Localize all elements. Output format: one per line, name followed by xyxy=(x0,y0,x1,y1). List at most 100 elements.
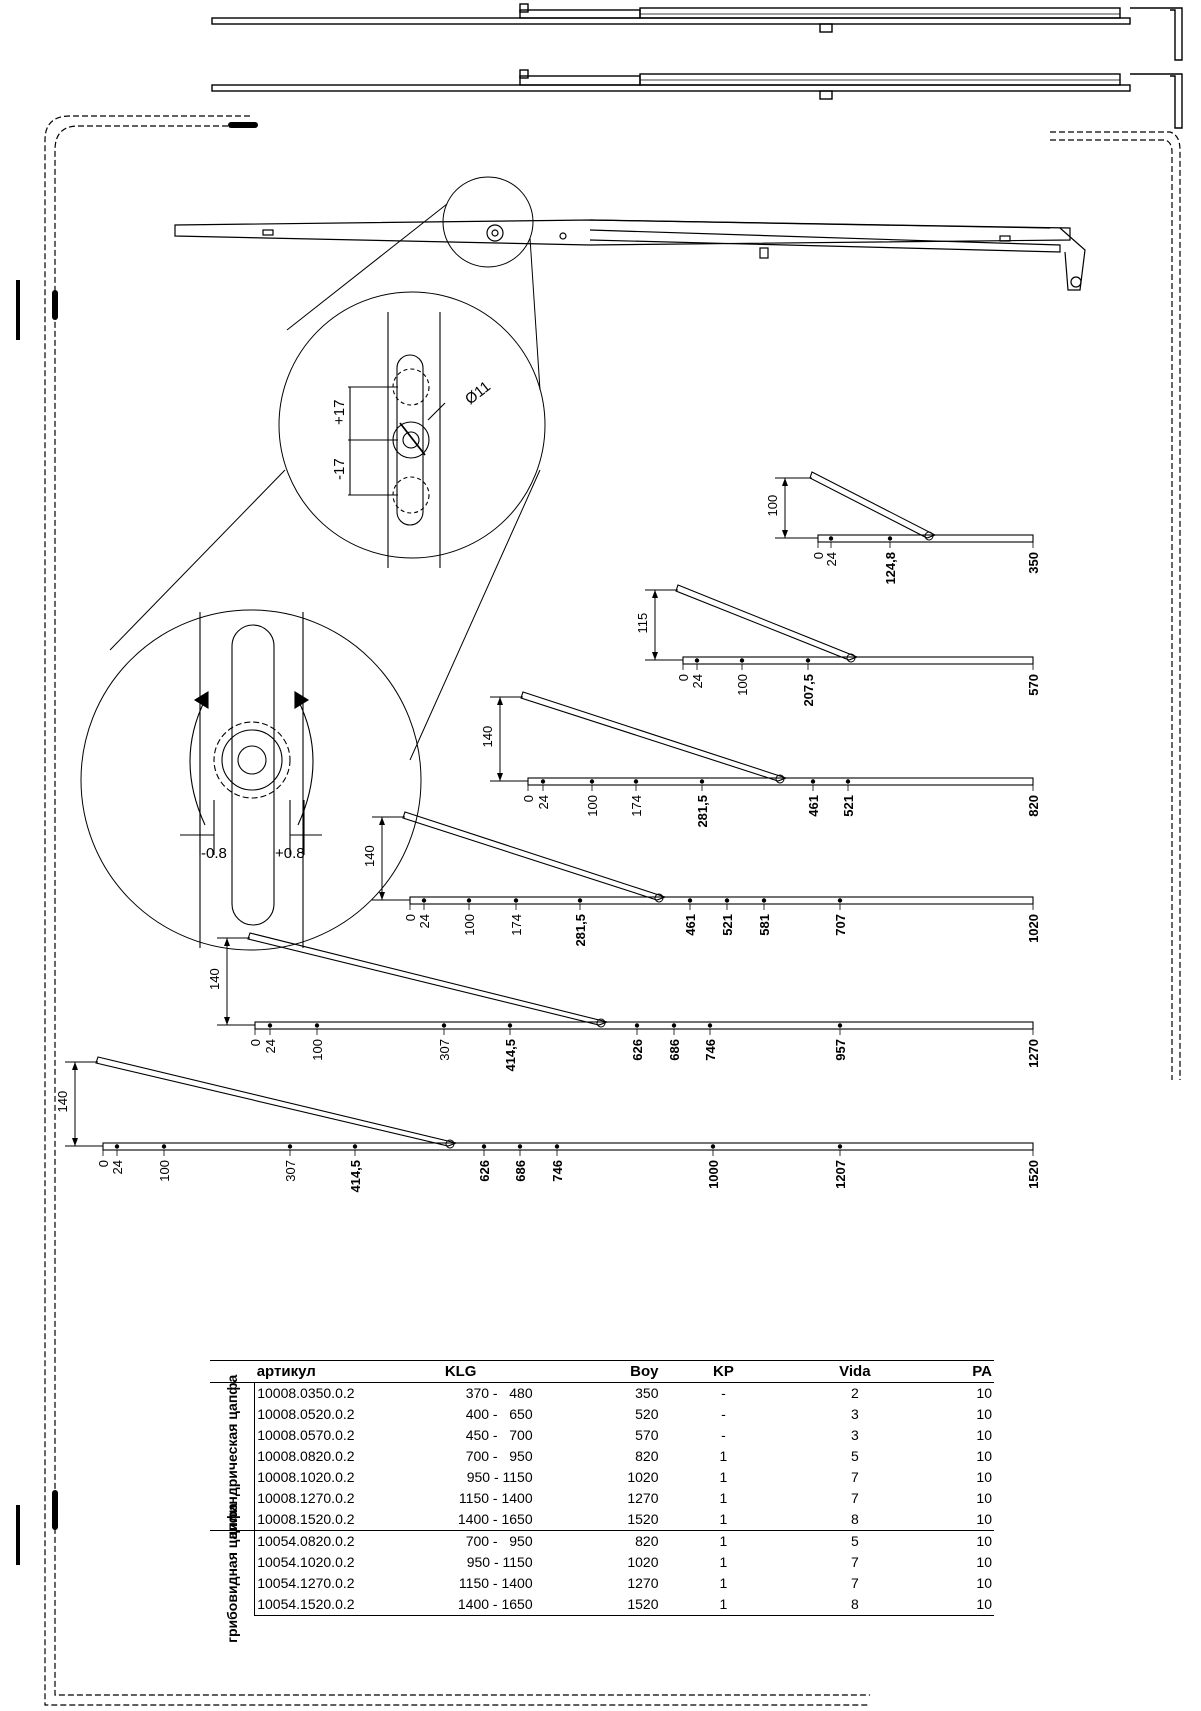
cell-pa: 10 xyxy=(976,1385,992,1401)
dim-label: 174 xyxy=(629,795,644,817)
cell-article: 10054.1270.0.2 xyxy=(257,1575,355,1591)
cell-vida: 7 xyxy=(850,1469,859,1485)
cell-boy: 1020 xyxy=(627,1469,659,1485)
cell-pa: 10 xyxy=(976,1469,992,1485)
cell-article: 10008.0520.0.2 xyxy=(257,1406,355,1422)
rail-hole xyxy=(707,1023,713,1028)
rail-hole xyxy=(845,779,851,784)
cell-vida: 7 xyxy=(850,1554,859,1570)
dim-label: 24 xyxy=(536,795,551,809)
stay-pivot xyxy=(924,531,934,541)
rail-hole xyxy=(828,536,834,541)
cell-kp: 1 xyxy=(719,1554,728,1570)
stay-height-label: 115 xyxy=(635,613,650,634)
cell-klg: 950 - 1150 xyxy=(466,1469,533,1485)
rail-hole xyxy=(634,1023,640,1028)
stay-pivot xyxy=(596,1018,606,1028)
minus08-label: -0.8 xyxy=(201,845,227,862)
dim-label: 1000 xyxy=(706,1160,721,1189)
diameter-label: Ø11 xyxy=(462,378,494,408)
stay-rail xyxy=(409,896,1034,905)
rail-hole xyxy=(837,1144,843,1149)
dim-label: 100 xyxy=(735,674,750,696)
cell-boy: 570 xyxy=(635,1427,659,1443)
dim-label: 100 xyxy=(310,1039,325,1061)
stay-arm xyxy=(520,691,788,782)
rail-hole xyxy=(161,1144,167,1149)
cell-kp: 1 xyxy=(719,1490,728,1506)
dim-label: 461 xyxy=(806,795,821,817)
dim-label: 521 xyxy=(841,795,856,817)
detail-slot-view xyxy=(348,312,446,568)
dim-label: 820 xyxy=(1026,795,1041,817)
height-arrows xyxy=(652,590,658,660)
dim-label: 24 xyxy=(263,1039,278,1053)
table-row: 10008.1020.0.2 950 - 1150 1020 1 7 10 xyxy=(210,1467,994,1488)
cell-boy: 520 xyxy=(635,1406,659,1422)
rail-hole xyxy=(710,1144,716,1149)
dim-label: 1270 xyxy=(1026,1039,1041,1068)
dim-label: 0 xyxy=(248,1039,263,1046)
cell-vida: 8 xyxy=(786,1594,924,1616)
dim-label: 1520 xyxy=(1026,1160,1041,1189)
cell-klg: 700 - 950 xyxy=(386,1530,535,1552)
dim-label: 0 xyxy=(403,914,418,921)
cell-article: 10008.1020.0.2 xyxy=(257,1469,355,1485)
cell-klg: 1150 - 1400 xyxy=(458,1575,533,1591)
dim-label: 207,5 xyxy=(801,674,816,707)
dim-label: 124,8 xyxy=(883,552,898,585)
cell-vida: 7 xyxy=(850,1490,859,1506)
dim-label: 0 xyxy=(676,674,691,681)
cell-boy: 1020 xyxy=(627,1554,659,1570)
table-row: 10054.1520.0.2 1400 - 1650 1520 1 8 10 xyxy=(210,1594,994,1616)
cell-vida: 3 xyxy=(850,1406,859,1422)
dim-label: 100 xyxy=(585,795,600,817)
table-row: 10008.0570.0.2 450 - 700 570 - 3 10 xyxy=(210,1425,994,1446)
cell-boy: 1520 xyxy=(534,1594,661,1616)
dim-label: 686 xyxy=(667,1039,682,1061)
dim-label: 0 xyxy=(811,552,826,559)
top-rail-view-2 xyxy=(211,69,1183,129)
dim-label: 350 xyxy=(1026,552,1041,574)
dim-label: 24 xyxy=(110,1160,125,1174)
rail-hole xyxy=(810,779,816,784)
dim-label: 307 xyxy=(283,1160,298,1182)
rail-hole xyxy=(540,779,546,784)
dim-label: 461 xyxy=(683,914,698,936)
group-label: грибовидная цапфа xyxy=(224,1503,241,1644)
rail-hole xyxy=(687,898,693,903)
rail-hole xyxy=(694,658,700,663)
cell-kp: - xyxy=(721,1385,726,1401)
cell-pa: 10 xyxy=(923,1530,994,1552)
cell-article: 10054.0820.0.2 xyxy=(254,1530,387,1552)
dim-label: 414,5 xyxy=(503,1039,518,1072)
cell-kp: 1 xyxy=(719,1575,728,1591)
cell-klg: 1150 - 1400 xyxy=(458,1490,533,1506)
cell-klg: 400 - 650 xyxy=(465,1406,533,1422)
dim-label: 100 xyxy=(157,1160,172,1182)
group-label-cell: грибовидная цапфа xyxy=(210,1503,256,1643)
dim-label: 281,5 xyxy=(573,914,588,947)
group-header-empty xyxy=(210,1360,255,1383)
stay-5: 140 0 24 100 307 414,5 626 686 746 957 1270 xyxy=(207,932,1041,1072)
table-header-row: артикул KLG Boy KP Vida PA xyxy=(210,1360,994,1383)
dim-label: 24 xyxy=(417,914,432,928)
dim-label: 570 xyxy=(1026,674,1041,696)
stay-height-label: 140 xyxy=(207,968,222,990)
cell-article: 10008.0570.0.2 xyxy=(257,1427,355,1443)
stay-height-label: 140 xyxy=(55,1091,70,1113)
cell-vida: 5 xyxy=(786,1530,924,1552)
dim-label: 307 xyxy=(437,1039,452,1061)
detail-adjust-view xyxy=(180,612,322,948)
cell-klg: 1400 - 1650 xyxy=(386,1594,535,1616)
cell-pa: 10 xyxy=(976,1406,992,1422)
cell-article: 10008.0820.0.2 xyxy=(257,1448,355,1464)
dim-label: 746 xyxy=(703,1039,718,1061)
rail-hole xyxy=(314,1023,320,1028)
cell-boy: 820 xyxy=(635,1448,659,1464)
col-header-klg: KLG xyxy=(386,1360,535,1383)
rail-hole xyxy=(513,898,519,903)
main-stay-perspective xyxy=(174,219,1086,291)
rail-hole xyxy=(114,1144,120,1149)
stay-rail xyxy=(682,656,1034,665)
